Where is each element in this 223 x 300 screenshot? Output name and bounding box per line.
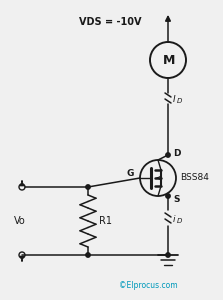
Text: R1: R1 [99, 216, 112, 226]
Circle shape [86, 253, 90, 257]
Text: i: i [173, 214, 176, 224]
Text: Vo: Vo [14, 216, 26, 226]
Text: D: D [177, 218, 182, 224]
Text: G: G [127, 169, 134, 178]
Circle shape [166, 194, 170, 198]
Text: I: I [173, 94, 176, 103]
Circle shape [86, 185, 90, 189]
Text: ©Elprocus.com: ©Elprocus.com [119, 280, 177, 290]
Text: BSS84: BSS84 [180, 173, 209, 182]
Text: VDS = -10V: VDS = -10V [79, 17, 141, 27]
Text: D: D [173, 149, 180, 158]
Circle shape [166, 153, 170, 157]
Text: S: S [173, 194, 180, 203]
Text: M: M [163, 53, 175, 67]
Circle shape [166, 253, 170, 257]
Text: D: D [177, 98, 182, 104]
